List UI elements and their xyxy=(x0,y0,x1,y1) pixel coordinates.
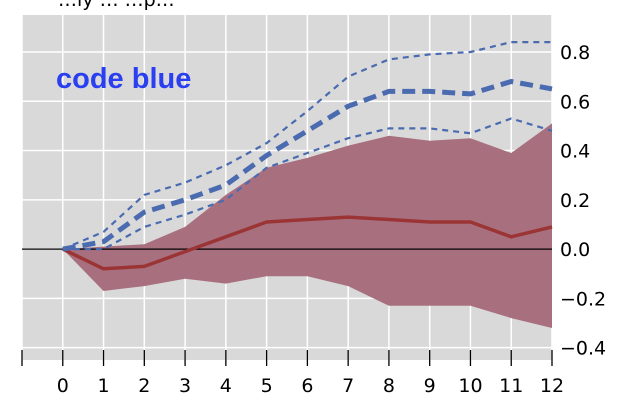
x-tick-label: 2 xyxy=(138,375,150,397)
x-tick-label: 9 xyxy=(424,375,436,397)
series-line-thin-dashed-2 xyxy=(62,41,552,251)
y-tick-label: 0.6 xyxy=(560,91,590,113)
x-tick-label: 6 xyxy=(301,375,313,397)
confidence-band xyxy=(62,123,553,329)
y-tick-label: −0.2 xyxy=(560,288,606,310)
chart-title-fragment: …ly … …p… xyxy=(58,0,175,11)
code-blue-annotation: code blue xyxy=(56,63,191,95)
x-tick-label: 1 xyxy=(97,375,109,397)
x-axis: 0 1 2 3 4 5 6 7 8 9 10 11 12 xyxy=(21,350,564,397)
x-tick-label: 0 xyxy=(57,375,69,397)
x-tick-label: 5 xyxy=(261,375,273,397)
series-line-solid-0 xyxy=(62,215,553,271)
x-tick-label: 7 xyxy=(342,375,354,397)
y-tick-label: 0.0 xyxy=(560,239,590,261)
y-tick-label: 0.4 xyxy=(560,141,590,163)
x-tick-label: 11 xyxy=(499,375,523,397)
series-layer xyxy=(62,41,553,271)
x-tick-label: 4 xyxy=(220,375,232,397)
y-tick-label: 0.2 xyxy=(560,190,590,212)
x-tick-label: 12 xyxy=(540,375,564,397)
x-tick-label: 10 xyxy=(458,375,482,397)
x-tick-label: 3 xyxy=(179,375,191,397)
y-tick-label: 0.8 xyxy=(560,42,590,64)
y-axis: 0.8 0.6 0.4 0.2 0.0 −0.2 −0.4 xyxy=(560,42,606,360)
series-line-thin-dashed-3 xyxy=(62,117,553,251)
y-tick-label: −0.4 xyxy=(560,338,606,360)
x-tick-label: 8 xyxy=(383,375,395,397)
series-line-thick-dashed-1 xyxy=(62,79,553,252)
